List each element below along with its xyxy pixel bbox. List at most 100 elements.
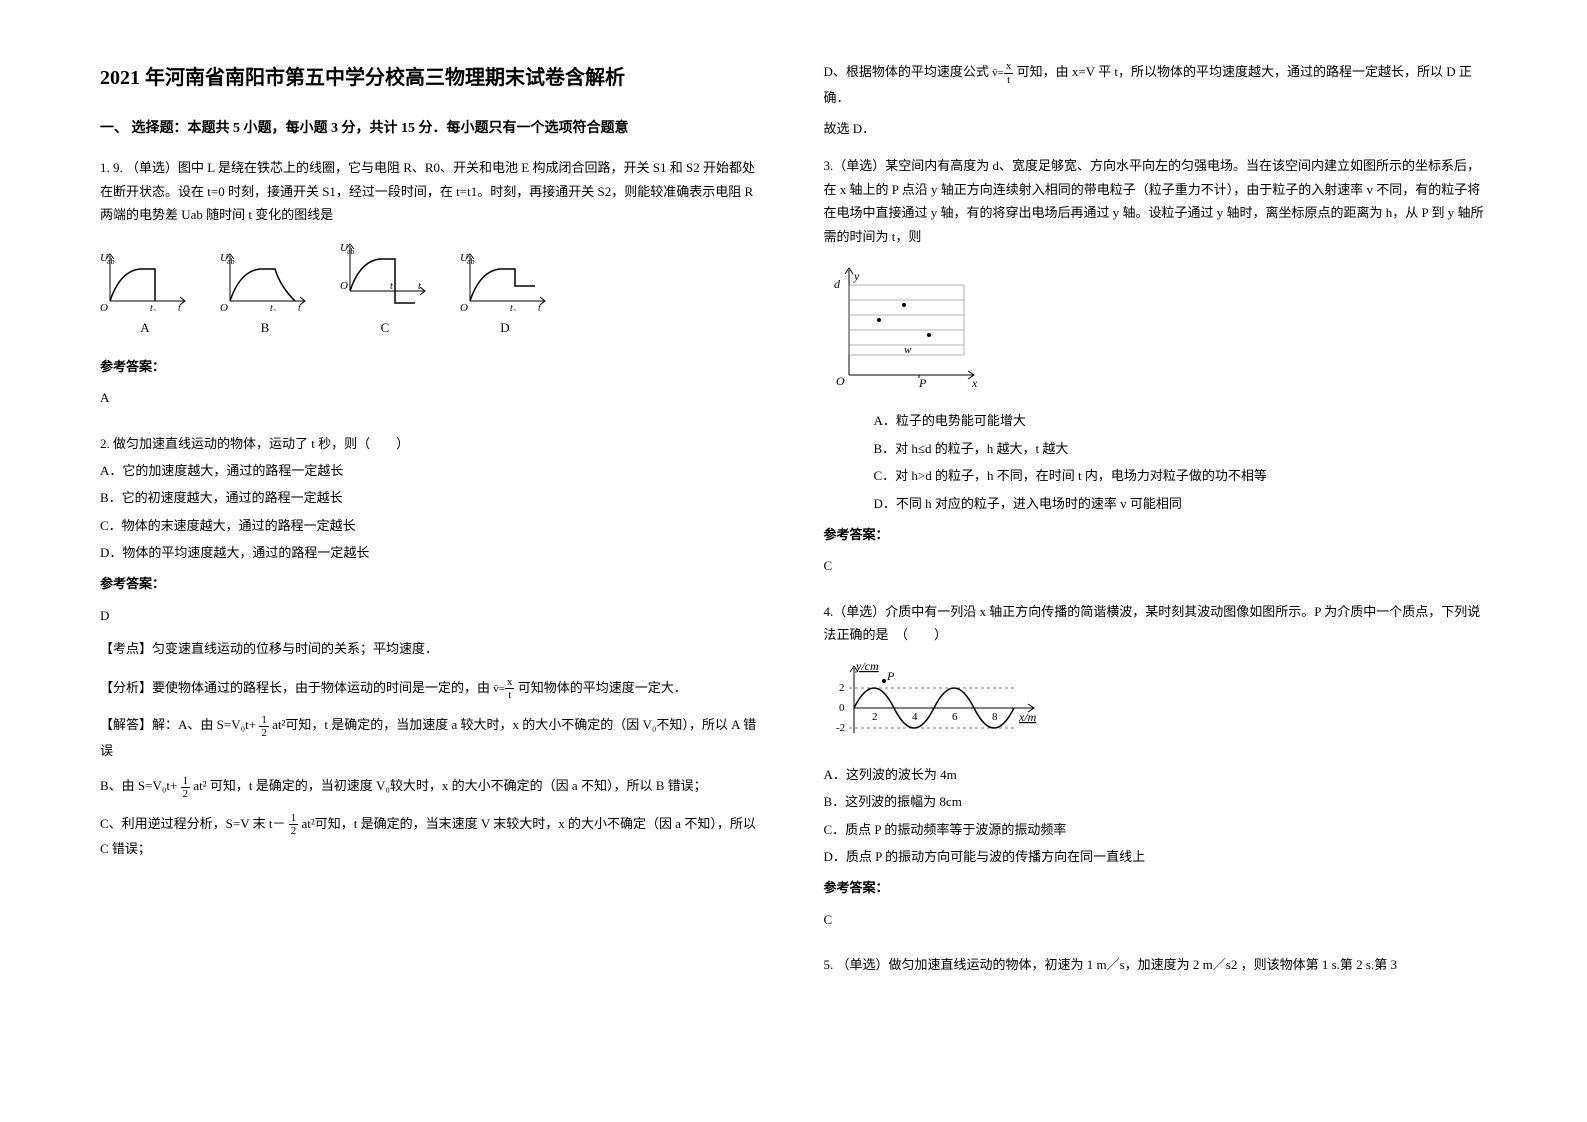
coord-d-label: d — [834, 277, 841, 291]
document-title: 2021 年河南省南阳市第五中学分校高三物理期末试卷含解析 — [100, 60, 764, 96]
coord-x-label: x — [971, 376, 978, 390]
frac-half-c: 12 — [289, 812, 299, 837]
q4-answer: C — [824, 908, 1488, 931]
q2-guxuan: 故选 D． — [824, 117, 1488, 140]
q3-text: 3.（单选）某空间内有高度为 d、宽度足够宽、方向水平向左的匀强电场。当在该空间… — [824, 154, 1488, 248]
question-4: 4.（单选）介质中有一列沿 x 轴正方向传播的简谐横波，某时刻其波动图像如图所示… — [824, 600, 1488, 942]
q2-jieda-A-prefix: 【解答】解：A、由 S=V₀t+ — [100, 717, 256, 732]
q4-optA: A．这列波的波长为 4m — [824, 763, 1488, 786]
graph-b-svg: U ab O t₁ t — [220, 251, 310, 311]
q2-optB: B．它的初速度越大，通过的路程一定越长 — [100, 486, 764, 509]
q2-fenxi-suffix: 可知物体的平均速度一定大． — [518, 680, 687, 695]
coord-P-label: P — [918, 376, 927, 390]
coord-O-label: O — [836, 374, 845, 388]
q1-text: 1. 9. （单选）图中 L 是绕在铁芯上的线圈，它与电阻 R、R0、开关和电池… — [100, 156, 764, 226]
label-a: A — [140, 316, 149, 339]
svg-text:t: t — [538, 303, 541, 311]
q4-diagram: y/cm 2 0 -2 2 4 6 8 x/m P — [824, 658, 1488, 750]
graph-a-svg: U ab O t₁ t — [100, 251, 190, 311]
q3-optD: D．不同 h 对应的粒子，进入电场时的速率 v 可能相同 — [824, 492, 1488, 515]
q2-jieda-C-prefix: C、利用逆过程分析，S=V 末 t－ — [100, 816, 286, 831]
q3-diagram: d y O P x w — [824, 260, 1488, 397]
q2-answer-label: 参考答案： — [100, 572, 764, 595]
diagram-d: U ab O t₁ t D — [460, 251, 550, 339]
svg-text:6: 6 — [952, 711, 958, 723]
section-header: 一、 选择题：本题共 5 小题，每小题 3 分，共计 15 分．每小题只有一个选… — [100, 116, 764, 141]
q2-jieda-D-prefix: D、根据物体的平均速度公式 — [824, 64, 989, 79]
q3-optB: B．对 h≤d 的粒子，h 越大，t 越大 — [824, 437, 1488, 460]
coord-y-label: y — [853, 269, 860, 283]
svg-text:ab: ab — [467, 257, 475, 266]
svg-text:4: 4 — [912, 711, 918, 723]
q3-optC: C．对 h>d 的粒子，h 不同，在时间 t 内，电场力对粒子做的功不相等 — [824, 464, 1488, 487]
svg-text:t: t — [418, 281, 421, 292]
q2-jieda-A: 【解答】解：A、由 S=V₀t+ 12 at²可知，t 是确定的，当加速度 a … — [100, 713, 764, 762]
diagram-b: U ab O t₁ t B — [220, 251, 310, 339]
question-3: 3.（单选）某空间内有高度为 d、宽度足够宽、方向水平向左的匀强电场。当在该空间… — [824, 154, 1488, 587]
svg-text:t₁: t₁ — [270, 303, 276, 311]
q2-optC: C．物体的末速度越大，通过的路程一定越长 — [100, 514, 764, 537]
q4-answer-label: 参考答案： — [824, 876, 1488, 899]
q2-text: 2. 做匀加速直线运动的物体，运动了 t 秒，则（ ） — [100, 432, 764, 455]
label-b: B — [261, 316, 270, 339]
diagram-a: U ab O t₁ t A — [100, 251, 190, 339]
q2-jieda-B: B、由 S=V₀t+ 12 at² 可知，t 是确定的，当初速度 V₀较大时，x… — [100, 774, 764, 800]
svg-text:2: 2 — [839, 682, 845, 694]
question-2: 2. 做匀加速直线运动的物体，运动了 t 秒，则（ ） A．它的加速度越大，通过… — [100, 432, 764, 865]
frac-xt-d: xt — [1004, 60, 1014, 85]
svg-text:t₁: t₁ — [510, 303, 516, 311]
q4-optB: B．这列波的振幅为 8cm — [824, 790, 1488, 813]
svg-text:t: t — [178, 303, 181, 311]
q2-jieda-D: D、根据物体的平均速度公式 v̄=xt 可知，由 x=V 平 t，所以物体的平均… — [824, 60, 1488, 109]
svg-text:x/m: x/m — [1018, 710, 1037, 724]
svg-text:t: t — [298, 303, 301, 311]
coord-w-label: w — [904, 344, 912, 356]
q4-optC: C．质点 P 的振动频率等于波源的振动频率 — [824, 818, 1488, 841]
label-c: C — [381, 316, 390, 339]
right-column: D、根据物体的平均速度公式 v̄=xt 可知，由 x=V 平 t，所以物体的平均… — [824, 60, 1488, 1062]
svg-text:O: O — [100, 302, 108, 311]
frac-xt: xt — [505, 676, 515, 701]
left-column: 2021 年河南省南阳市第五中学分校高三物理期末试卷含解析 一、 选择题：本题共… — [100, 60, 764, 1062]
q3-answer: C — [824, 554, 1488, 577]
q2-optD: D．物体的平均速度越大，通过的路程一定越长 — [100, 541, 764, 564]
q4-text: 4.（单选）介质中有一列沿 x 轴正方向传播的简谐横波，某时刻其波动图像如图所示… — [824, 600, 1488, 647]
q2-answer: D — [100, 604, 764, 627]
q2-optA: A．它的加速度越大，通过的路程一定越长 — [100, 459, 764, 482]
q1-answer: A — [100, 386, 764, 409]
label-d: D — [500, 316, 509, 339]
svg-text:O: O — [340, 280, 348, 292]
q2-kaodian: 【考点】匀变速直线运动的位移与时间的关系；平均速度． — [100, 637, 764, 660]
svg-text:O: O — [460, 302, 468, 311]
q2-jieda-B-prefix: B、由 S=V₀t+ — [100, 778, 177, 793]
q3-answer-label: 参考答案： — [824, 523, 1488, 546]
svg-text:0: 0 — [839, 702, 845, 714]
q1-diagrams: U ab O t₁ t A U ab O t₁ — [100, 241, 764, 339]
q2-fenxi-prefix: 【分析】要使物体通过的路程长，由于物体运动的时间是一定的，由 — [100, 680, 490, 695]
q2-jieda-C: C、利用逆过程分析，S=V 末 t－ 12 at²可知，t 是确定的，当末速度 … — [100, 812, 764, 861]
frac-half-b: 12 — [181, 775, 191, 800]
svg-text:ab: ab — [347, 247, 355, 256]
graph-c-svg: U ab O t₁ t — [340, 241, 430, 311]
q2-fenxi: 【分析】要使物体通过的路程长，由于物体运动的时间是一定的，由 v̄=xt 可知物… — [100, 676, 764, 702]
frac-vbar: v̄= — [493, 683, 505, 695]
q3-optA: A．粒子的电势能可能增大 — [824, 409, 1488, 432]
frac-vbar-d: v̄= — [992, 67, 1004, 79]
svg-text:8: 8 — [992, 711, 998, 723]
q5-text: 5. （单选）做匀加速直线运动的物体，初速为 1 m／s，加速度为 2 m／s2… — [824, 953, 1488, 976]
svg-text:y/cm: y/cm — [855, 659, 879, 673]
svg-text:2: 2 — [872, 711, 878, 723]
svg-text:t₁: t₁ — [150, 303, 156, 311]
wave-svg: y/cm 2 0 -2 2 4 6 8 x/m P — [824, 658, 1054, 743]
frac-half-a: 12 — [259, 714, 269, 739]
q1-answer-label: 参考答案： — [100, 355, 764, 378]
svg-text:-2: -2 — [836, 722, 845, 734]
graph-d-svg: U ab O t₁ t — [460, 251, 550, 311]
q2-jieda-B-suffix: at² 可知，t 是确定的，当初速度 V₀较大时，x 的大小不确定的（因 a 不… — [193, 778, 706, 793]
q4-optD: D．质点 P 的振动方向可能与波的传播方向在同一直线上 — [824, 845, 1488, 868]
coord-svg: d y O P x w — [824, 260, 984, 390]
svg-text:O: O — [220, 302, 228, 311]
svg-text:P: P — [886, 669, 895, 683]
svg-text:t₁: t₁ — [390, 281, 396, 292]
question-5: 5. （单选）做匀加速直线运动的物体，初速为 1 m／s，加速度为 2 m／s2… — [824, 953, 1488, 976]
